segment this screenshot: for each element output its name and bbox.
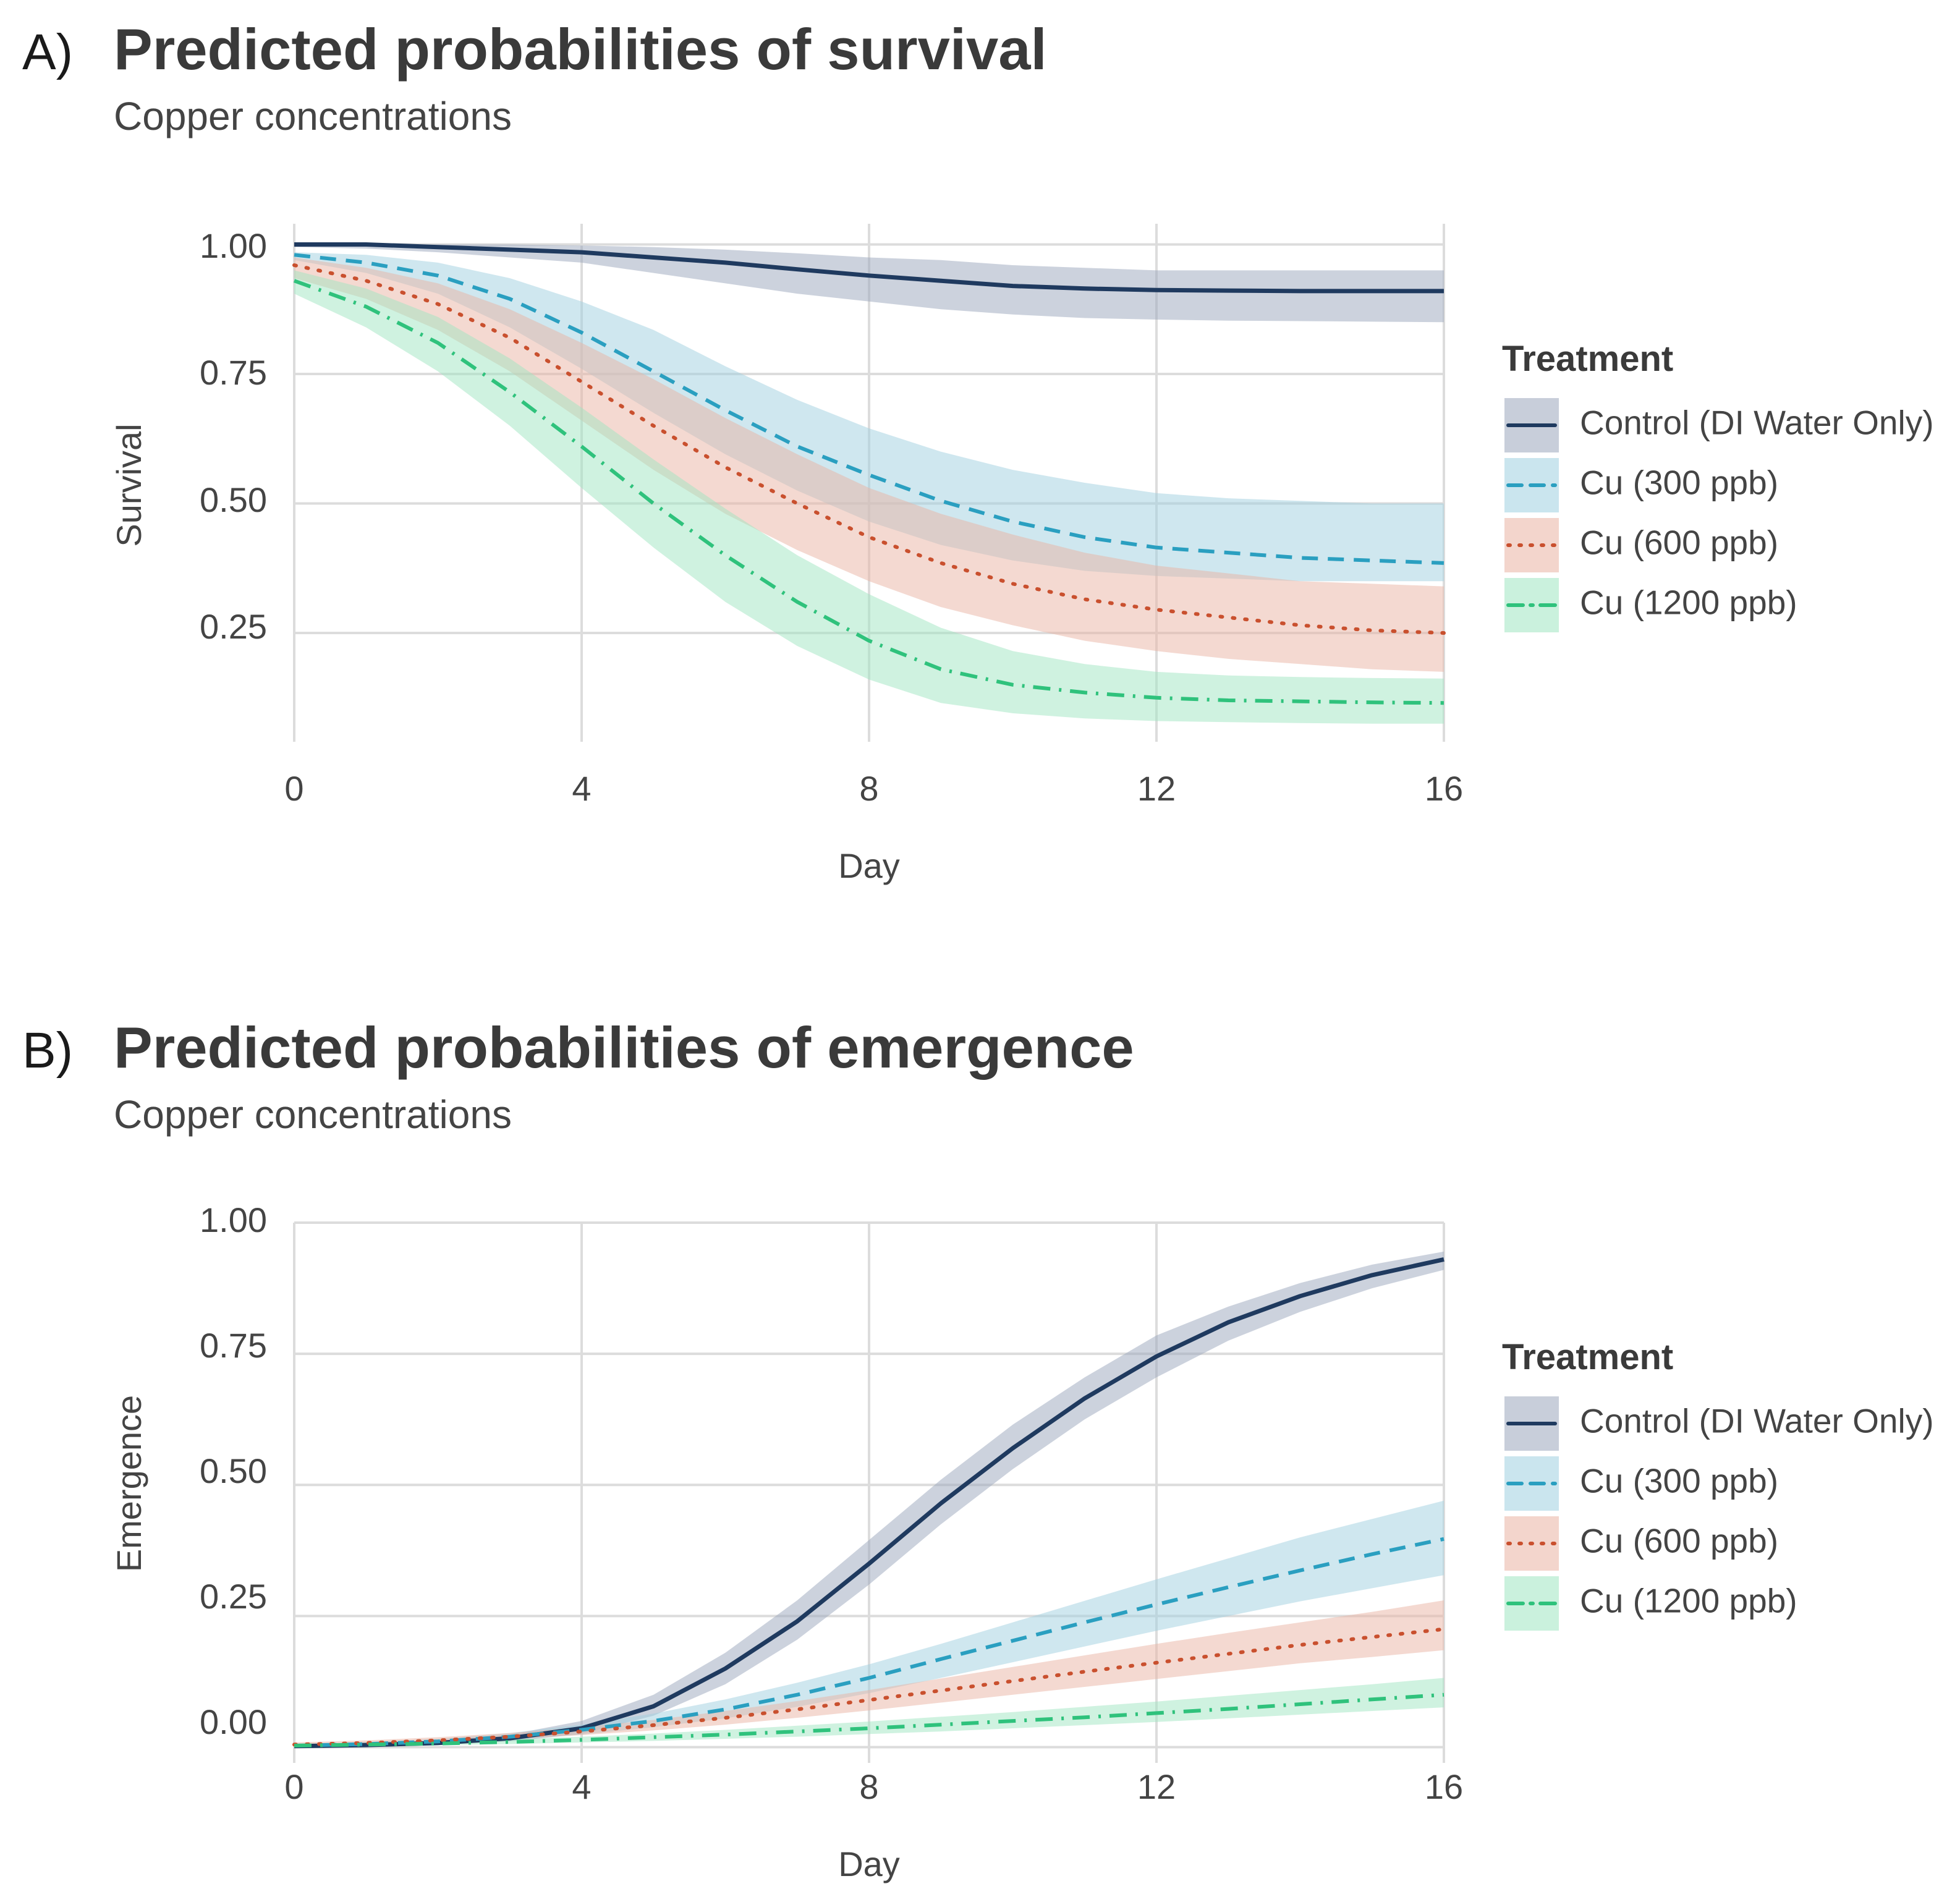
panel-b-xtick: 12: [1137, 1767, 1176, 1806]
panel-a-ytick: 1.00: [200, 226, 267, 265]
panel-b-line-cu300: [294, 1537, 1445, 1747]
panel-a-tag: A): [22, 24, 73, 80]
panel-b-ytick: 0.25: [200, 1577, 267, 1616]
panel-b-grid: [293, 1221, 1445, 1763]
panel-a-xtick: 0: [284, 769, 303, 808]
panel-a-lines: [292, 242, 1446, 705]
legend-label-cu300: Cu (300 ppb): [1580, 1462, 1778, 1500]
panel-b-xtick: 0: [284, 1767, 303, 1806]
legend-label-cu1200: Cu (1200 ppb): [1580, 1582, 1797, 1620]
panel-b-ytick: 0.00: [200, 1702, 267, 1741]
panel-a-xlabel: Day: [838, 846, 900, 885]
panel-b-line-cu1200: [294, 1692, 1445, 1747]
panel-a-line-control: [294, 242, 1444, 294]
panel-b-xlabel: Day: [838, 1845, 900, 1883]
legend-label-cu300: Cu (300 ppb): [1580, 464, 1778, 502]
panel-b-ytick: 1.00: [200, 1200, 267, 1239]
panel-a-ytick: 0.75: [200, 353, 267, 392]
panel-a-xtick: 16: [1425, 769, 1463, 808]
legend-label-cu1200: Cu (1200 ppb): [1580, 584, 1797, 622]
panel-a: A) Predicted probabilities of survival C…: [22, 17, 1934, 885]
panel-a-band-cu600: [294, 257, 1444, 672]
panel-a-ylabel: Survival: [109, 423, 148, 546]
panel-a-subtitle: Copper concentrations: [114, 94, 512, 138]
legend-label-control: Control (DI Water Only): [1580, 404, 1934, 442]
panel-b-legend: Treatment Control (DI Water Only) Cu (30…: [1502, 1337, 1934, 1631]
panel-b-legend-title: Treatment: [1502, 1337, 1673, 1377]
legend-label-cu600: Cu (600 ppb): [1580, 524, 1778, 562]
panel-b-bands: [294, 1251, 1444, 1747]
panel-b-ylabel: Emergence: [109, 1395, 148, 1572]
legend-label-cu600: Cu (600 ppb): [1580, 1522, 1778, 1560]
panel-a-line-cu1200: [293, 279, 1445, 705]
panel-a-line-cu300: [294, 253, 1445, 565]
panel-a-xtick: 4: [572, 769, 591, 808]
panel-b-band-control: [294, 1251, 1444, 1747]
panel-b-title: Predicted probabilities of emergence: [114, 1015, 1134, 1080]
panel-a-band-cu1200: [294, 270, 1444, 724]
panel-a-legend-title: Treatment: [1502, 339, 1673, 379]
panel-b-xtick: 4: [572, 1767, 591, 1806]
legend-label-control: Control (DI Water Only): [1580, 1402, 1934, 1440]
panel-b-band-cu1200: [294, 1678, 1444, 1747]
panel-b-xtick: 16: [1425, 1767, 1463, 1806]
panel-a-title: Predicted probabilities of survival: [114, 17, 1047, 82]
panel-b-ytick: 0.50: [200, 1451, 267, 1490]
panel-a-band-control: [294, 244, 1444, 323]
panel-b-xtick: 8: [859, 1767, 878, 1806]
panel-b-tag: B): [22, 1022, 73, 1079]
panel-b-subtitle: Copper concentrations: [114, 1092, 512, 1137]
panel-a-legend: Treatment Control (DI Water Only) Cu (30…: [1502, 339, 1934, 632]
panel-b-lines: [292, 1257, 1446, 1749]
panel-b-ytick: 0.75: [200, 1326, 267, 1365]
panel-a-xtick: 8: [859, 769, 878, 808]
panel-a-ytick: 0.50: [200, 480, 267, 519]
panel-a-xtick: 12: [1137, 769, 1176, 808]
panel-a-ytick: 0.25: [200, 607, 267, 646]
panel-b-line-cu600: [292, 1627, 1446, 1747]
panel-b: B) Predicted probabilities of emergence …: [22, 1015, 1934, 1883]
